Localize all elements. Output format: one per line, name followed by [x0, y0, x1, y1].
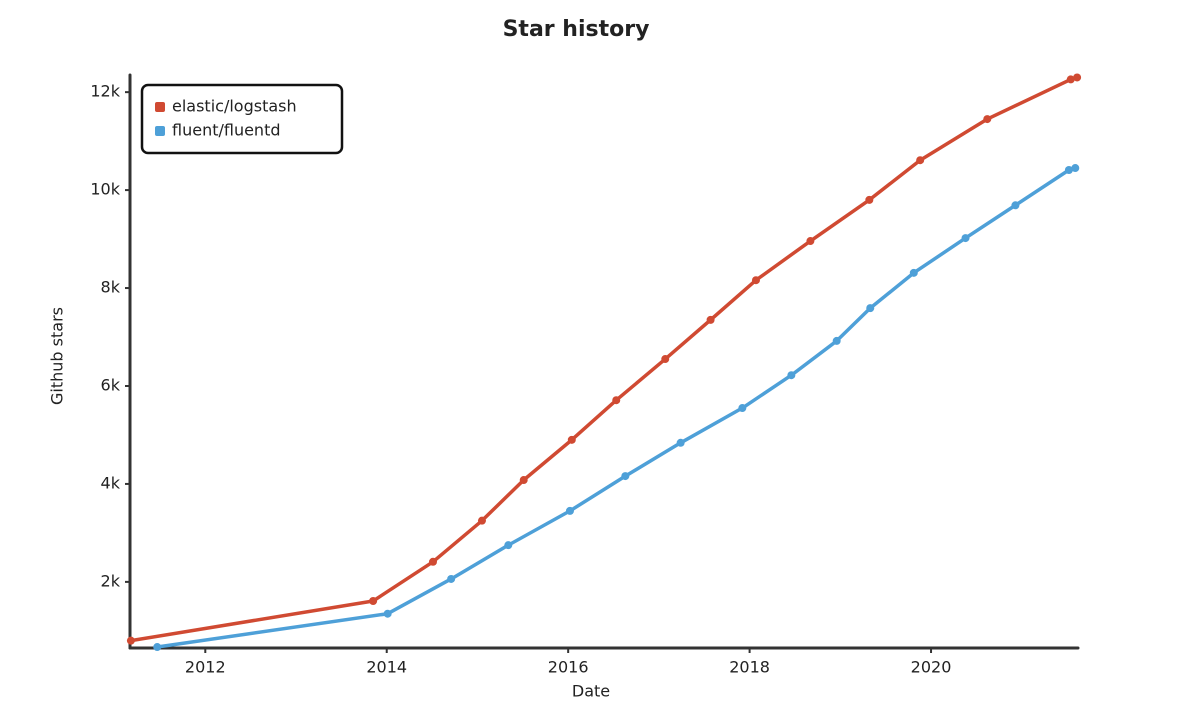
x-axis-label: Date	[572, 682, 610, 701]
legend: elastic/logstash fluent/fluentd	[140, 83, 344, 155]
chart-title: Star history	[503, 17, 650, 42]
point	[706, 315, 715, 324]
point	[909, 268, 918, 277]
x-tick-label: 2016	[548, 658, 589, 677]
point	[1011, 201, 1020, 210]
x-tick-label: 2014	[366, 658, 407, 677]
point	[961, 234, 970, 243]
legend-swatch	[155, 126, 165, 136]
point	[983, 115, 992, 124]
point	[916, 156, 925, 165]
point	[1066, 75, 1075, 84]
point	[567, 435, 576, 444]
line	[129, 75, 1079, 643]
point	[865, 195, 874, 204]
point	[621, 472, 630, 481]
point	[369, 596, 378, 605]
point	[676, 438, 685, 447]
point	[1064, 166, 1073, 175]
point	[738, 404, 747, 413]
y-tick-label: 8k	[101, 278, 121, 297]
x-tick-label: 2018	[729, 658, 770, 677]
x-tick-label: 2012	[185, 658, 226, 677]
point	[1071, 164, 1080, 173]
point	[661, 355, 670, 364]
point	[866, 304, 875, 313]
legend-label: elastic/logstash	[172, 97, 297, 116]
y-tick-label: 2k	[101, 571, 121, 590]
point	[153, 643, 162, 652]
y-tick-label: 10k	[90, 180, 120, 199]
point	[1073, 73, 1082, 82]
point	[787, 371, 796, 380]
x-tick-label: 2020	[911, 658, 952, 677]
point	[504, 541, 513, 550]
y-tick-label: 6k	[101, 375, 121, 394]
point	[751, 276, 760, 285]
point	[519, 476, 528, 485]
point	[126, 636, 135, 645]
y-tick-label: 4k	[101, 473, 121, 492]
point	[612, 396, 621, 405]
point	[477, 516, 486, 525]
point	[565, 506, 574, 515]
point	[383, 609, 392, 618]
y-axis-label: Github stars	[48, 307, 67, 405]
legend-label: fluent/fluentd	[172, 121, 281, 140]
point	[428, 557, 437, 566]
y-tick-label: 12k	[90, 82, 120, 101]
point	[447, 574, 456, 583]
line	[155, 166, 1078, 649]
legend-box	[140, 83, 344, 155]
point	[806, 237, 815, 246]
point	[832, 336, 841, 345]
legend-swatch	[155, 102, 165, 112]
